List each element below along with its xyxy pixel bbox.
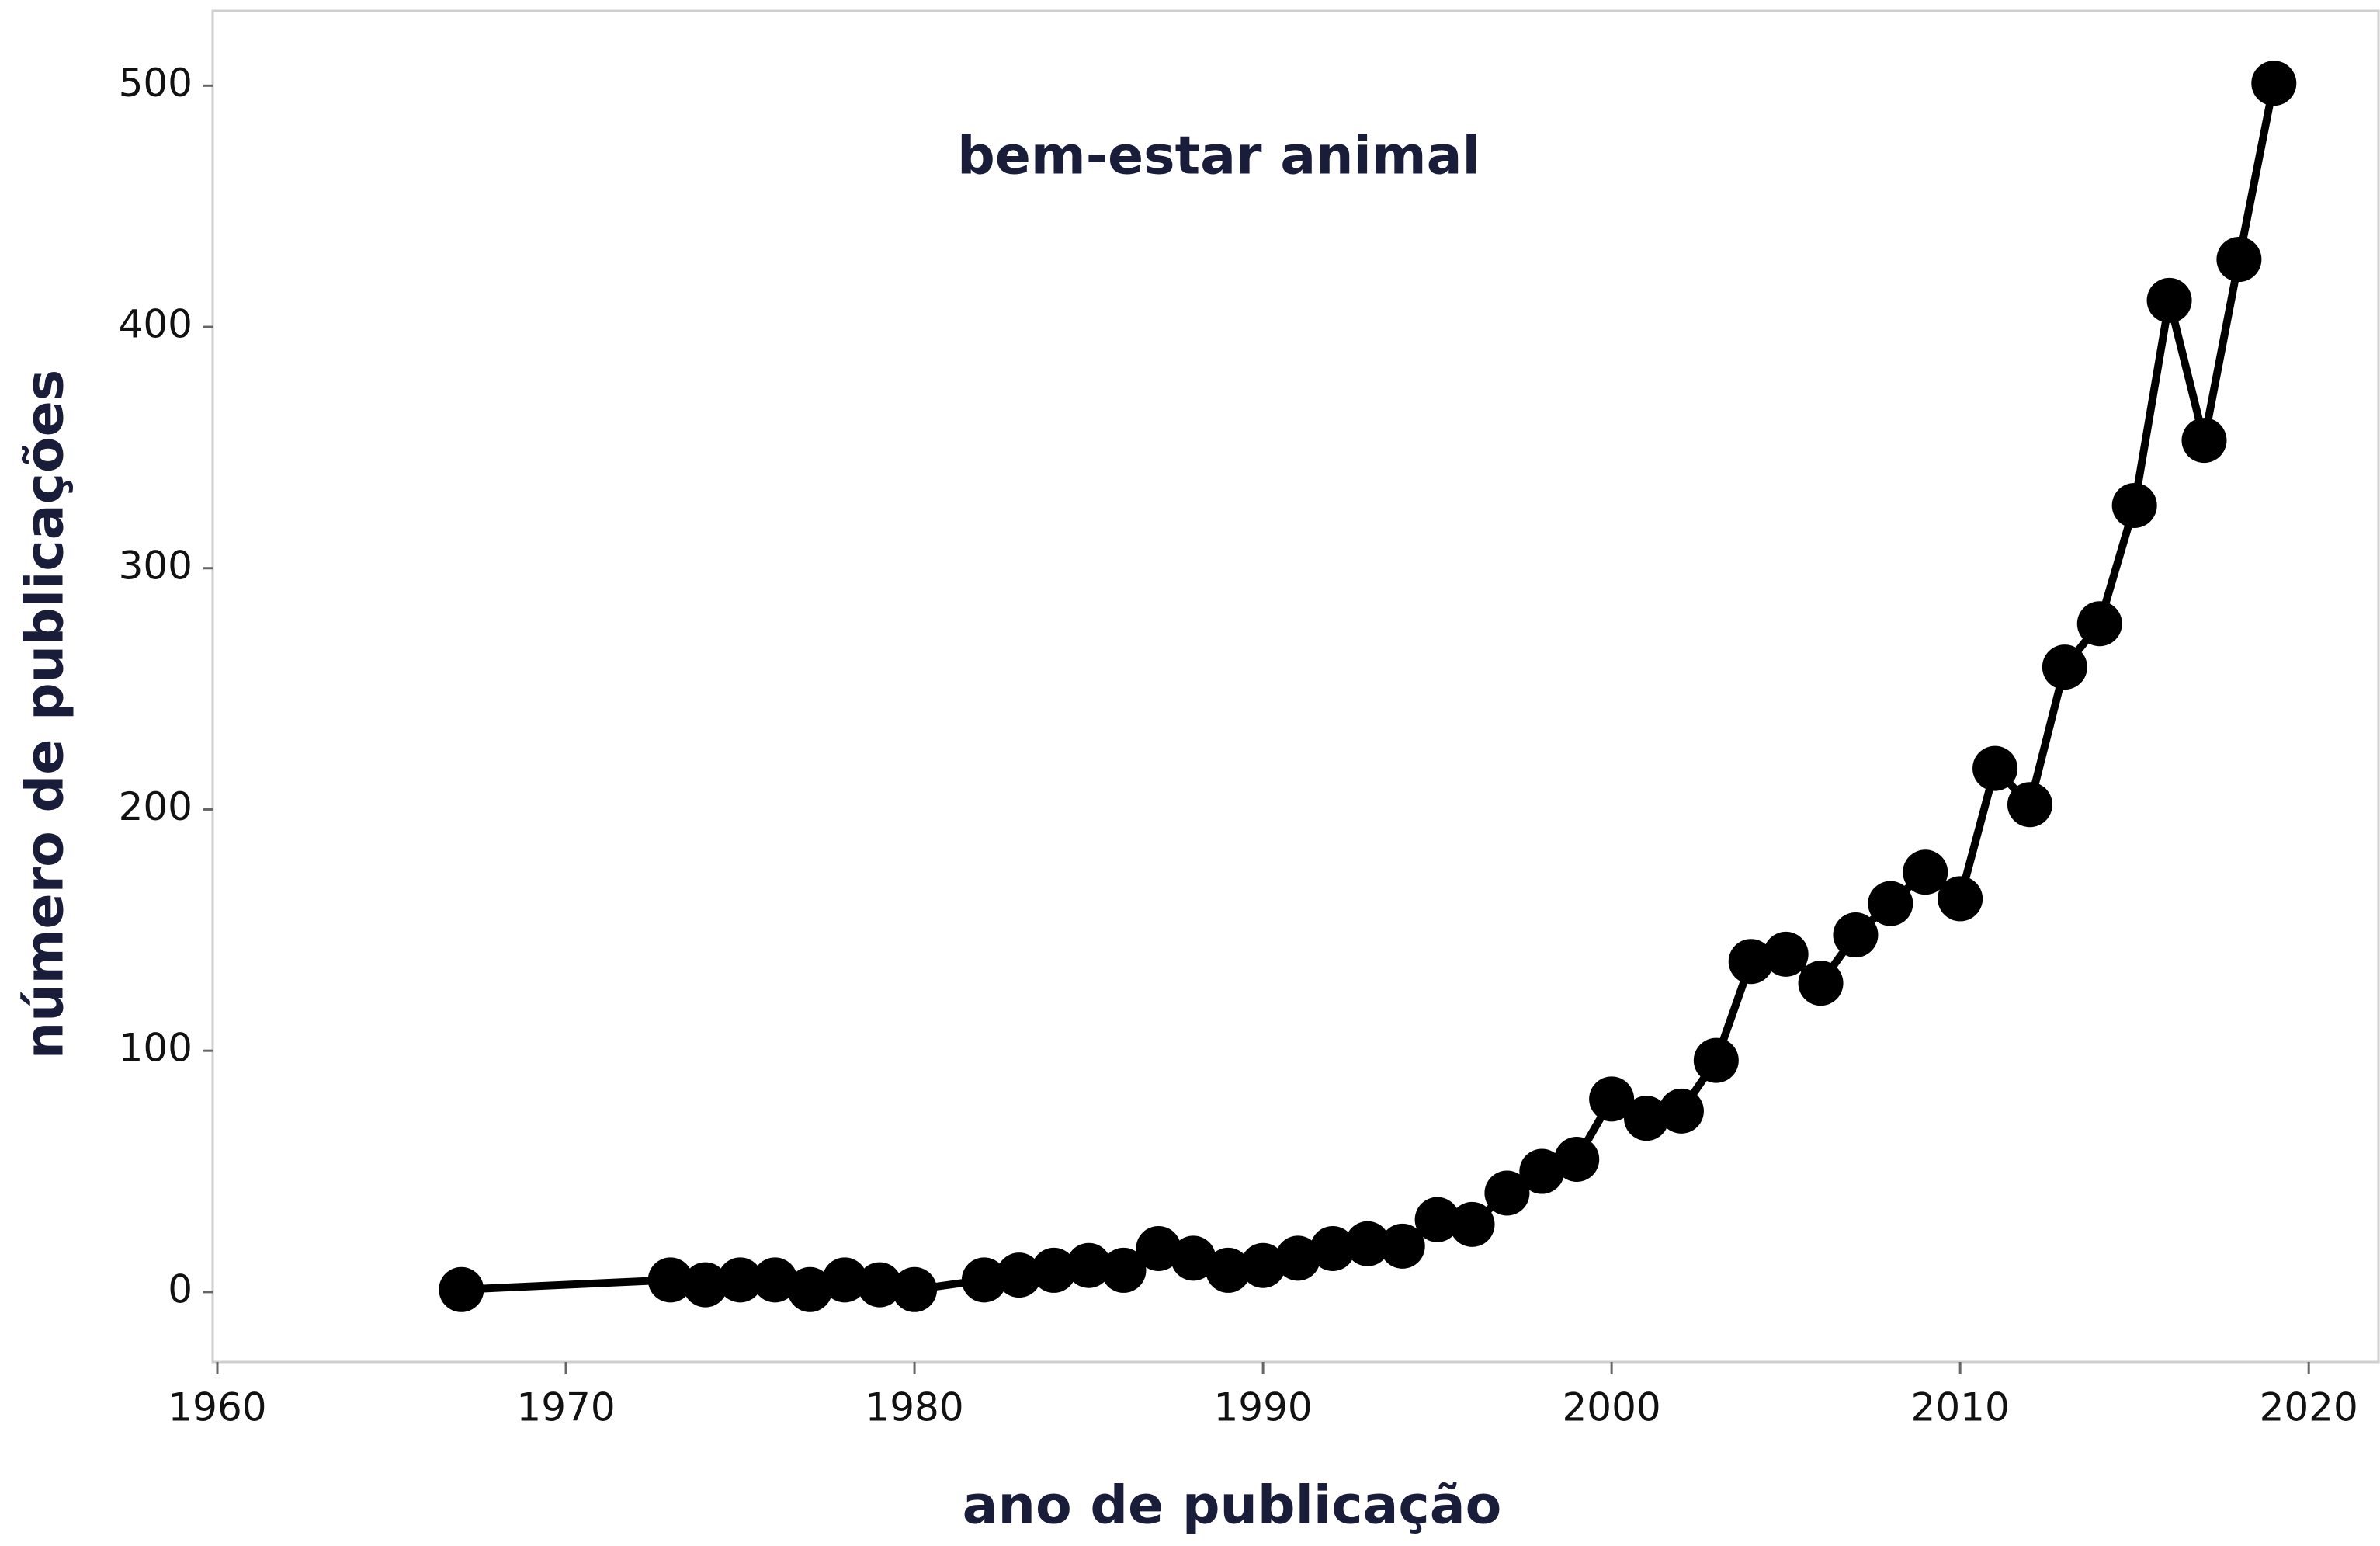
y-tick-label: 400	[119, 302, 193, 347]
data-point	[857, 1262, 903, 1308]
y-tick-label: 500	[119, 61, 193, 106]
data-point	[647, 1257, 693, 1303]
plot-frame	[211, 9, 2380, 1364]
data-point	[1658, 1088, 1704, 1134]
data-point	[1693, 1037, 1739, 1083]
data-point	[2042, 644, 2087, 690]
data-point	[1206, 1247, 1251, 1293]
data-point	[892, 1266, 938, 1312]
data-point	[2216, 237, 2262, 283]
y-tick-label: 0	[168, 1266, 193, 1311]
data-point	[2146, 277, 2192, 323]
data-point	[682, 1262, 728, 1308]
y-axis-label: número de publicações	[15, 370, 76, 1059]
data-point	[1589, 1076, 1635, 1122]
x-tick-label: 2000	[1563, 1385, 1661, 1430]
data-point	[2251, 61, 2297, 106]
data-point	[1798, 961, 1844, 1006]
data-point	[1972, 745, 2018, 791]
chart-title: bem-estar animal	[957, 126, 1480, 187]
x-tick-label: 1960	[168, 1385, 266, 1430]
data-point	[1728, 939, 1774, 985]
data-point	[822, 1257, 868, 1303]
x-axis-label: ano de publicação	[963, 1475, 1502, 1537]
data-point	[1484, 1170, 1530, 1216]
data-point	[1414, 1197, 1460, 1242]
x-tick-label: 1980	[865, 1385, 963, 1430]
data-point	[1101, 1247, 1147, 1293]
data-point	[1903, 849, 1948, 895]
data-point	[1868, 881, 1913, 926]
data-point	[787, 1266, 833, 1312]
data-point	[2007, 782, 2052, 828]
data-point	[1344, 1221, 1390, 1266]
data-point	[1763, 931, 1809, 977]
data-point	[2181, 418, 2227, 464]
data-point	[752, 1257, 798, 1303]
data-point	[1833, 912, 1879, 958]
y-tick-label: 300	[119, 543, 193, 588]
data-point	[1938, 876, 1983, 922]
data-point	[1171, 1235, 1216, 1281]
data-point	[961, 1257, 1007, 1303]
data-point	[717, 1257, 763, 1303]
data-point	[1379, 1223, 1425, 1269]
data-point	[1310, 1225, 1355, 1271]
data-point	[1240, 1242, 1286, 1288]
data-point	[1519, 1148, 1565, 1194]
data-point	[1624, 1096, 1670, 1141]
data-point	[1066, 1242, 1112, 1288]
data-point	[1031, 1247, 1077, 1293]
data-point	[439, 1266, 484, 1312]
data-point	[2076, 601, 2122, 647]
data-point	[1554, 1137, 1600, 1182]
data-point	[2111, 482, 2157, 528]
data-point	[1449, 1201, 1495, 1247]
data-point	[1136, 1225, 1181, 1271]
x-tick-label: 1970	[516, 1385, 615, 1430]
y-tick-label: 100	[119, 1026, 193, 1071]
data-point	[1275, 1235, 1320, 1281]
data-line	[461, 82, 2278, 1294]
x-tick-label: 2010	[1911, 1385, 2010, 1430]
x-tick-label: 1990	[1213, 1385, 1312, 1430]
data-point	[996, 1252, 1042, 1298]
y-tick-label: 200	[119, 784, 193, 829]
x-tick-label: 2020	[2260, 1385, 2358, 1430]
